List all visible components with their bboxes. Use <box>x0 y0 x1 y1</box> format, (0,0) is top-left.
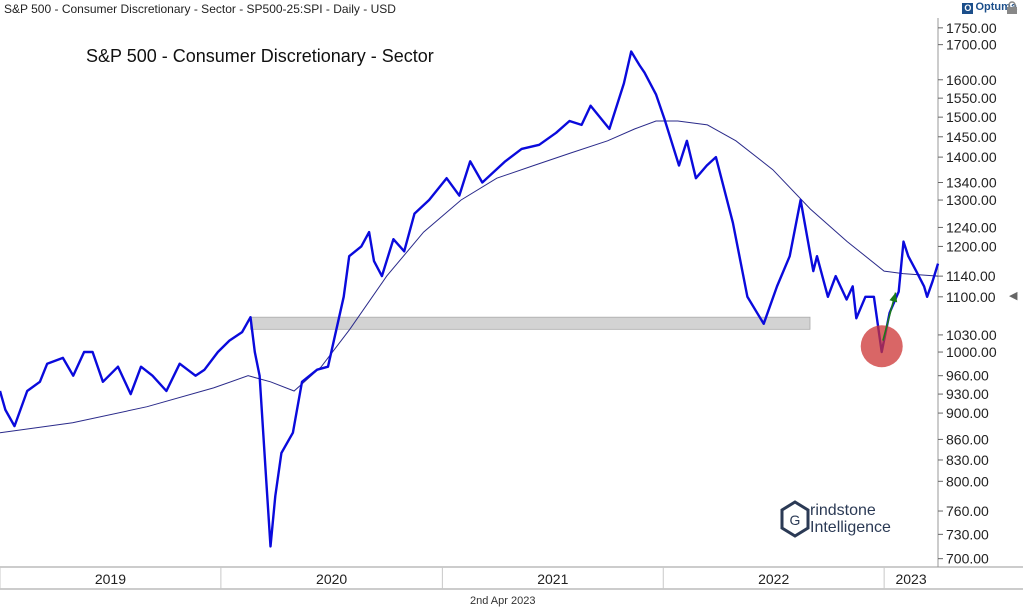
y-tick-label: 1100.00 <box>946 289 996 305</box>
svg-text:G: G <box>790 512 801 528</box>
brand-logo: O Optuma <box>962 1 1017 14</box>
arrow-indicator-head <box>889 292 898 303</box>
highlight-circle <box>860 325 903 368</box>
y-tick-label: 860.00 <box>946 431 989 447</box>
chevron-left-icon[interactable]: ◀ <box>1009 290 1018 302</box>
y-tick-label: 1340.00 <box>946 174 997 190</box>
x-tick-label: 2021 <box>537 571 568 587</box>
y-tick-label: 800.00 <box>946 473 989 489</box>
support-zone <box>250 316 811 330</box>
watermark-hex-icon: G <box>780 500 810 538</box>
watermark-line2: Intelligence <box>810 519 891 536</box>
y-tick-label: 1450.00 <box>946 129 997 145</box>
x-tick-label: 2019 <box>95 571 126 587</box>
y-tick-label: 1600.00 <box>946 72 997 88</box>
y-tick-label: 1200.00 <box>946 238 997 254</box>
watermark-logo: G rindstone Intelligence <box>780 498 920 546</box>
y-tick-label: 830.00 <box>946 452 989 468</box>
moving-average-line <box>0 120 939 434</box>
x-axis: 2019 2020 2021 2022 2023 <box>0 567 927 589</box>
lock-icon[interactable] <box>1006 1 1018 15</box>
chart-header-bar: S&P 500 - Consumer Discretionary - Secto… <box>0 0 1023 18</box>
brand-name: Optuma <box>975 1 1017 13</box>
watermark-line1: rindstone <box>810 502 876 519</box>
y-tick-label: 960.00 <box>946 368 989 384</box>
y-tick-label: 730.00 <box>946 526 989 542</box>
y-tick-label: 900.00 <box>946 405 989 421</box>
y-tick-label: 1550.00 <box>946 90 997 106</box>
brand-logo-icon: O <box>962 3 974 14</box>
y-tick-label: 1700.00 <box>946 37 997 53</box>
y-tick-label: 1500.00 <box>946 109 997 125</box>
y-tick-label: 1400.00 <box>946 149 997 165</box>
y-tick-label: 1750.00 <box>946 20 997 36</box>
date-footer: 2nd Apr 2023 <box>470 595 536 607</box>
y-tick-label: 1140.00 <box>946 268 996 284</box>
chart-title: S&P 500 - Consumer Discretionary - Secto… <box>86 46 434 66</box>
y-tick-label: 700.00 <box>946 551 989 567</box>
x-tick-label: 2022 <box>758 571 789 587</box>
x-tick-label: 2023 <box>895 571 926 587</box>
y-tick-label: 1000.00 <box>946 344 997 360</box>
y-tick-label: 1300.00 <box>946 192 997 208</box>
price-series-line <box>0 50 940 548</box>
y-tick-label: 930.00 <box>946 386 989 402</box>
chart-header-title: S&P 500 - Consumer Discretionary - Secto… <box>4 2 396 16</box>
y-tick-label: 1240.00 <box>946 219 997 235</box>
y-tick-label: 760.00 <box>946 503 989 519</box>
y-tick-label: 1030.00 <box>946 327 997 343</box>
x-tick-label: 2020 <box>316 571 347 587</box>
